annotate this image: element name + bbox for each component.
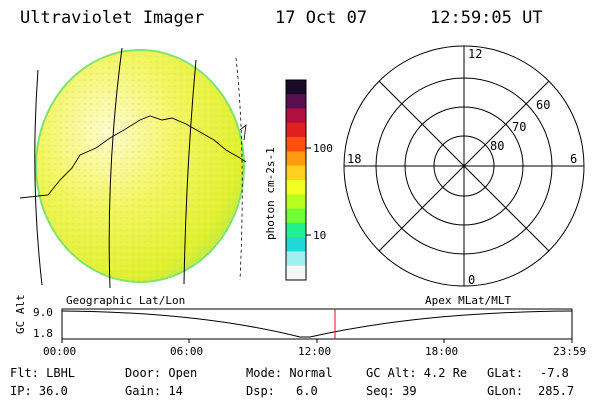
lat-label-60: 60 [536,98,550,112]
colorbar-stripe [286,251,306,267]
glon-label: GLon: [487,384,524,398]
dsp-status: Dsp: [246,384,275,398]
colorbar-stripe [286,237,306,252]
colorbar-stripe [286,265,306,281]
instrument-title: Ultraviolet Imager [20,8,205,28]
filter-status: Flt: LBHL [10,366,76,380]
x-tick-0600: 06:00 [170,345,204,358]
colorbar-stripe [286,222,306,238]
colorbar-stripe [286,165,306,181]
colorbar-tick-10: 10 [313,229,326,242]
colorbar-stripe [286,208,306,224]
apex-title: Apex MLat/MLT [425,294,512,307]
x-tick-1200: 12:00 [298,345,332,358]
mlt-label-18: 18 [347,152,361,166]
geographic-title: Geographic Lat/Lon [66,294,186,307]
mlt-label-0: 0 [468,273,475,287]
colorbar-stripe [286,122,306,138]
gc-alt-status: GC Alt: 4.2 Re [366,366,468,380]
y-tick-9: 9.0 [33,306,53,319]
glat-value: -7.8 [540,366,569,380]
door-status: Door: Open [125,366,198,380]
glon-value: 285.7 [538,384,575,398]
colorbar-stripe [286,151,306,167]
dsp-value: 6.0 [296,384,318,398]
x-tick-1800: 18:00 [425,345,459,358]
mlt-label-6: 6 [570,152,577,166]
date-label: 17 Oct 07 [275,8,368,28]
lat-label-80: 80 [490,139,504,153]
lat-label-70: 70 [512,120,526,134]
glat-label: GLat: [487,366,524,380]
x-tick-0000: 00:00 [43,345,77,358]
seq-status: Seq: 39 [366,384,417,398]
colorbar-stripe [286,137,306,152]
colorbar-stripe [286,194,306,210]
mlt-label-12: 12 [468,47,482,61]
colorbar-stripe [286,180,306,195]
ip-status: IP: 36.0 [10,384,68,398]
colorbar-unit-label: photon cm-2s-1 [264,147,277,240]
y-tick-1-8: 1.8 [33,327,53,340]
mode-status: Mode: Normal [246,366,333,380]
colorbar-tick-100: 100 [313,142,333,155]
gain-status: Gain: 14 [125,384,183,398]
colorbar-stripe [286,94,306,110]
time-label: 12:59:05 UT [430,8,543,28]
colorbar-stripe [286,108,306,124]
colorbar-stripe [286,80,306,95]
x-tick-2359: 23:59 [553,345,587,358]
